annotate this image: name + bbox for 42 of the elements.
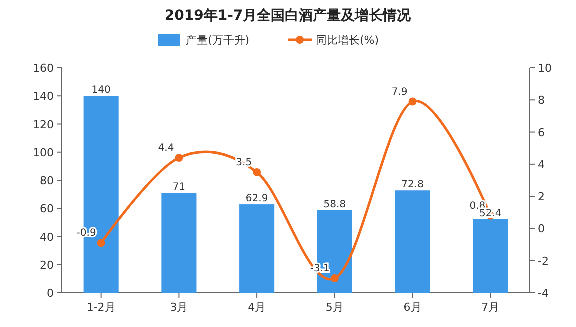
x-tick-label: 6月 — [404, 301, 422, 314]
y2-tick-label: -4 — [538, 287, 549, 300]
y-tick-label: 160 — [33, 62, 54, 75]
y-tick-label: 100 — [33, 146, 54, 160]
x-tick-label: 4月 — [248, 301, 266, 314]
data-label: 72.8 — [402, 180, 424, 191]
legend-label: 产量(万千升) — [186, 34, 250, 47]
y2-tick-label: -2 — [538, 254, 549, 268]
bar — [162, 193, 197, 293]
data-label: 71 — [172, 182, 186, 194]
y-tick-label: 140 — [33, 90, 54, 104]
y-tick-label: 80 — [40, 174, 54, 188]
y-tick-label: 60 — [40, 202, 54, 216]
data-label: 7.9 — [392, 86, 408, 98]
chart-title: 2019年1-7月全国白酒产量及增长情况 — [164, 7, 412, 24]
data-label: 140 — [92, 85, 111, 96]
y2-tick-label: 2 — [538, 190, 545, 204]
point — [408, 98, 417, 106]
x-tick-label: 3月 — [170, 301, 188, 314]
point — [253, 168, 262, 176]
data-label: 4.4 — [158, 143, 174, 154]
y2-tick-label: 4 — [538, 158, 545, 172]
y2-tick-label: 0 — [538, 222, 545, 236]
point — [175, 154, 184, 162]
x-tick-label: 1-2月 — [86, 301, 116, 314]
data-label: 58.8 — [324, 199, 346, 210]
data-label: 62.9 — [246, 194, 268, 205]
bar — [473, 219, 508, 293]
y2-tick-label: 10 — [538, 62, 552, 75]
x-tick-label: 7月 — [482, 301, 500, 314]
bar — [240, 204, 275, 293]
point — [97, 239, 106, 248]
legend-label: 同比增长(%) — [316, 34, 380, 47]
y2-tick-label: 8 — [538, 94, 545, 108]
y-tick-label: 20 — [40, 258, 54, 272]
y-tick-label: 0 — [47, 287, 54, 300]
bar — [395, 190, 430, 293]
y2-tick-label: 6 — [538, 126, 545, 140]
x-tick-label: 5月 — [326, 301, 344, 314]
y-tick-label: 120 — [33, 118, 54, 132]
point — [330, 274, 339, 283]
y-tick-label: 40 — [40, 230, 54, 244]
